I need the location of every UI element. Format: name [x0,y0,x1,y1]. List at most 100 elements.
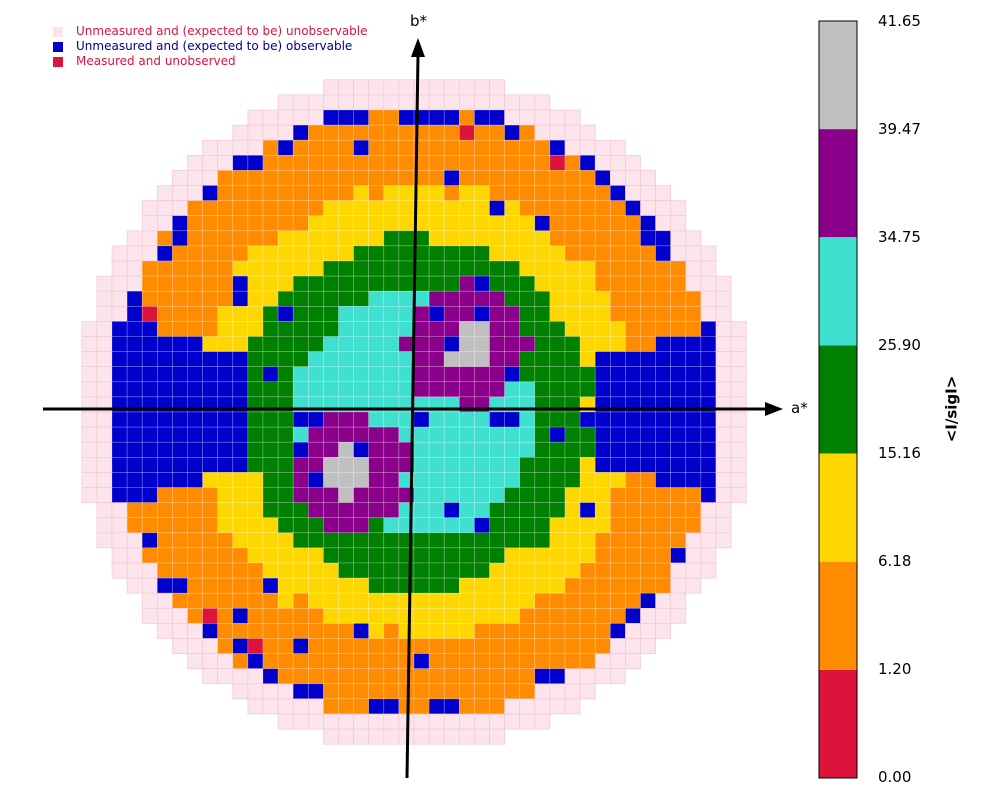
heatmap-cell [277,623,294,639]
heatmap-cell [519,109,536,126]
heatmap-cell [383,109,400,126]
heatmap-cell [232,411,249,428]
heatmap-cell [172,547,188,564]
heatmap-cell [277,456,294,473]
heatmap-cell [564,215,581,232]
heatmap-cell [398,230,415,247]
heatmap-cell [368,336,385,352]
heatmap-cell [307,200,324,217]
heatmap-cell [443,532,460,549]
heatmap-cell [474,698,490,715]
heatmap-cell [217,502,234,519]
heatmap-cell [428,124,445,141]
heatmap-cell [217,638,234,654]
heatmap-cell [458,592,475,609]
heatmap-cell [549,623,566,639]
heatmap-cell [519,683,536,700]
heatmap-cell [202,623,219,639]
heatmap-cell [262,547,279,564]
heatmap-cell [353,456,370,473]
heatmap-cell [157,185,173,201]
heatmap-cell [549,275,566,292]
heatmap-cell [625,547,641,564]
heatmap-cell [353,668,370,685]
heatmap-cell [338,366,354,383]
heatmap-cell [292,336,309,352]
heatmap-cell [534,623,551,639]
heatmap-cell [474,441,490,458]
heatmap-cell [519,124,536,141]
heatmap-cell [640,321,656,337]
heatmap-cell [307,562,324,579]
heatmap-cell [187,532,203,549]
heatmap-cell [579,321,596,337]
heatmap-cell [534,472,551,488]
heatmap-cell [730,411,747,428]
heatmap-cell [458,502,475,519]
heatmap-cell [640,245,656,262]
heatmap-cell [594,230,611,247]
heatmap-cell [534,713,551,730]
heatmap-cell [141,411,158,428]
heatmap-cell [338,275,354,292]
heatmap-cell [564,683,581,700]
heatmap-cell [368,351,385,368]
heatmap-cell [519,532,536,549]
heatmap-cell [625,366,641,383]
heatmap-cell [292,109,309,126]
heatmap-cell [157,426,173,443]
heatmap-cell [549,517,566,534]
heatmap-cell [428,139,445,156]
heatmap-cell [323,517,339,534]
heatmap-cell [292,487,309,503]
heatmap-cell [489,532,505,549]
heatmap-cell [443,668,460,685]
heatmap-cell [549,366,566,383]
heatmap-cell [383,215,400,232]
heatmap-cell [579,275,596,292]
heatmap-cell [81,351,98,368]
heatmap-cell [383,577,400,594]
heatmap-cell [247,532,264,549]
heatmap-cell [277,230,294,247]
heatmap-cell [700,456,717,473]
heatmap-cell [277,139,294,156]
heatmap-cell [413,336,430,352]
heatmap-cell [655,185,671,201]
heatmap-cell [640,185,656,201]
heatmap-cell [187,411,203,428]
heatmap-cell [141,532,158,549]
heatmap-cell [625,185,641,201]
heatmap-cell [443,547,460,564]
heatmap-cell [398,698,415,715]
heatmap-cell [534,170,551,186]
heatmap-cell [534,532,551,549]
heatmap-cell [428,623,445,639]
heatmap-cell [172,290,188,307]
heatmap-cell [262,366,279,383]
heatmap-cell [277,562,294,579]
heatmap-cell [534,653,551,669]
heatmap-cell [277,336,294,352]
heatmap-cell [292,683,309,700]
heatmap-cell [594,441,611,458]
heatmap-cell [534,638,551,654]
heatmap-cell [640,200,656,217]
heatmap-cell [670,426,687,443]
heatmap-cell [217,577,234,594]
heatmap-cell [489,653,505,669]
heatmap-cell [111,517,128,534]
heatmap-cell [368,577,385,594]
heatmap-cell [489,366,505,383]
heatmap-cell [187,441,203,458]
heatmap-cell [307,517,324,534]
legend: Unmeasured and (expected to be) unobserv… [53,24,368,69]
heatmap-cell [579,200,596,217]
heatmap-cell [338,592,354,609]
heatmap-cell [323,351,339,368]
heatmap-cell [609,275,626,292]
heatmap-cell [247,185,264,201]
heatmap-cell [172,351,188,368]
heatmap-cell [141,441,158,458]
heatmap-cell [111,351,128,368]
